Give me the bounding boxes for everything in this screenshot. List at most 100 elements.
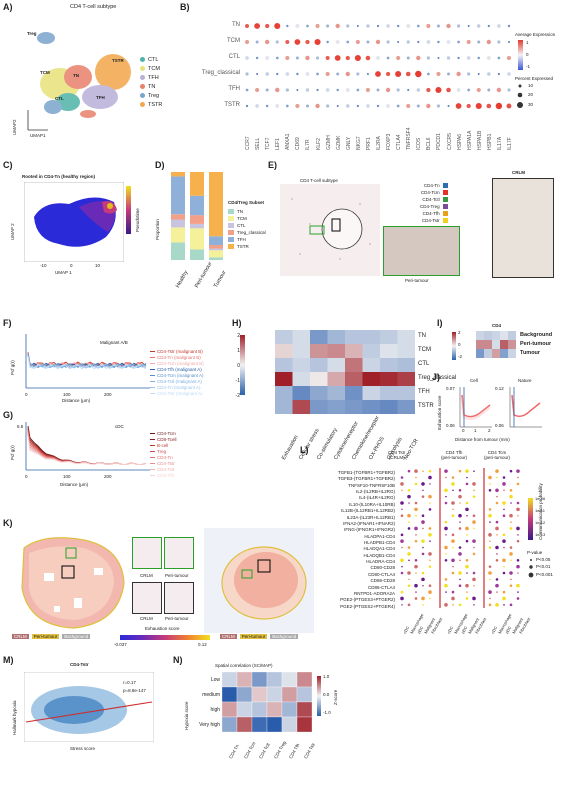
heatmap-n-cell bbox=[296, 701, 312, 718]
pct-expr-title: Percent Expressed bbox=[515, 76, 554, 81]
panel-j-sub2: Nature bbox=[518, 378, 532, 383]
legend-label: TN bbox=[237, 209, 243, 214]
k-legend-bg: Background bbox=[62, 634, 91, 639]
panel-l-dot bbox=[509, 488, 513, 492]
dotplot-dot bbox=[255, 104, 259, 108]
heatmap-h-cell bbox=[380, 358, 398, 372]
heatmap-h-cell bbox=[275, 344, 293, 358]
heatmap-n-row-label: medium bbox=[202, 691, 220, 698]
legend-item: CD4-Tn (malignant A) bbox=[150, 384, 204, 390]
umap-label-tcm: TCM bbox=[40, 70, 50, 75]
panel-g-title: cDC bbox=[115, 424, 124, 429]
heatmap-h-cbar-tick: -2 bbox=[235, 393, 240, 399]
panel-l-dot bbox=[516, 507, 520, 512]
l-prob-ticks: 1e-06 1e-11 1e-12 1e-13 bbox=[535, 496, 563, 542]
legend-swatch bbox=[442, 190, 448, 195]
dotplot-dot bbox=[416, 88, 421, 92]
dotplot-dot bbox=[264, 39, 270, 45]
stacked-bar-segment bbox=[209, 172, 223, 237]
dotplot-dot bbox=[295, 56, 299, 60]
panel-d-legend: TN TCM CTL Treg_classical TFH TSTR bbox=[228, 208, 266, 250]
legend-label: CD4-Tctl bbox=[422, 197, 440, 202]
g-xtick: 200 bbox=[104, 474, 112, 479]
panel-l-dot bbox=[495, 488, 499, 493]
panel-l-dot bbox=[444, 578, 448, 581]
umap-label-tstr: TSTR bbox=[112, 58, 124, 63]
panel-l-dot bbox=[407, 513, 411, 518]
panel-l-dot bbox=[473, 470, 475, 472]
dotplot-dot bbox=[255, 40, 259, 44]
g-xtick: 0 bbox=[25, 474, 28, 479]
legend-item: CD4-Tfh bbox=[150, 472, 177, 478]
heatmap-h-cell bbox=[327, 400, 345, 414]
dotplot-dot bbox=[305, 72, 310, 76]
k-cmax: 0.12 bbox=[198, 642, 207, 647]
panel-l-dot bbox=[451, 539, 455, 543]
panel-l-dot bbox=[452, 508, 454, 511]
panel-l-dot bbox=[407, 546, 411, 549]
heatmap-n-cell bbox=[222, 701, 238, 718]
panel-l-dot bbox=[458, 603, 462, 607]
panel-l-dot bbox=[400, 533, 404, 537]
legend-item: CD4-Tn (malignant B) bbox=[150, 354, 204, 360]
dotplot-dot bbox=[397, 41, 400, 43]
panel-l-dot bbox=[516, 539, 520, 543]
dotplot-row-label: TSTR bbox=[224, 102, 240, 108]
dotplot-dot bbox=[254, 23, 261, 29]
panel-l-dot bbox=[452, 565, 454, 568]
panel-i-label: I) bbox=[437, 318, 443, 328]
panel-l-dot bbox=[465, 564, 469, 569]
panel-g-xlabel: Distance (μm) bbox=[60, 482, 89, 487]
dotplot-dot bbox=[426, 56, 430, 60]
l-pval-title: P-value bbox=[527, 550, 543, 555]
heatmap-i-cell bbox=[492, 349, 500, 358]
heatmap-i-cell bbox=[492, 331, 500, 340]
panel-l-dot bbox=[414, 507, 418, 512]
dotplot-dot bbox=[416, 104, 420, 108]
panel-l-dot bbox=[465, 583, 469, 588]
panel-l-dot bbox=[502, 501, 506, 505]
panel-l-dot bbox=[495, 520, 499, 524]
panel-g-legend: CD4-Tcm CD8-Tcell B-cell Treg CD4-Tn CD4-Tstr… bbox=[150, 430, 177, 478]
panel-l-dot bbox=[488, 508, 492, 511]
heatmap-h-cell bbox=[362, 358, 380, 372]
dotplot-gene-label: CCR7 bbox=[245, 136, 252, 150]
dotplot-dot bbox=[245, 72, 249, 76]
dotplot-dot bbox=[275, 56, 279, 60]
panel-l-dot bbox=[458, 527, 462, 530]
heatmap-i-cell bbox=[476, 340, 484, 349]
panel-l-dot bbox=[408, 502, 410, 504]
dotplot-dot bbox=[286, 24, 289, 28]
k-zoom-label: CRLM bbox=[140, 616, 153, 621]
panel-l-dot bbox=[429, 597, 431, 600]
panel-l-dot bbox=[495, 578, 499, 581]
panel-e-crlm-zoom bbox=[492, 178, 554, 278]
stacked-bar-segment bbox=[209, 236, 223, 246]
heatmap-n-cell bbox=[296, 686, 312, 703]
i-ctick: 2 bbox=[458, 330, 461, 335]
dotplot-dot bbox=[446, 87, 451, 93]
dotplot-dot bbox=[506, 55, 512, 61]
dotplot-dot bbox=[336, 72, 340, 76]
dotplot-gene-label: FOXP3 bbox=[386, 133, 393, 150]
dotplot-gene-label: KLF2 bbox=[315, 138, 322, 150]
panel-h-colorbar bbox=[240, 335, 245, 395]
legend-label: CD4-Tctl bbox=[157, 466, 175, 472]
legend-swatch bbox=[228, 223, 234, 228]
panel-a-title: CD4 T-cell subtype bbox=[70, 4, 117, 10]
stacked-bar-segment bbox=[209, 250, 223, 258]
heatmap-h-cell bbox=[345, 330, 363, 344]
dotplot-dot bbox=[486, 103, 492, 109]
avg-tick: -1 bbox=[526, 64, 531, 69]
panel-l-dot bbox=[472, 495, 476, 498]
panel-g-ylabel: Pcf g(r) bbox=[10, 445, 15, 460]
dotplot-row-label: Treg_classical bbox=[201, 70, 240, 76]
bar-categories: Healthy Peri-tumour Tumour bbox=[165, 261, 228, 292]
panel-m-p: p=8.8e-147 bbox=[123, 688, 146, 693]
panel-l-xlabels: cDC Macrophage pDC Malignant Fibroblast cDC Ma… bbox=[396, 610, 531, 635]
dotplot-gene-label: NKG7 bbox=[355, 136, 362, 150]
panel-l-dot bbox=[516, 558, 520, 562]
dotplot-b bbox=[244, 22, 512, 110]
legend-label: TFH bbox=[148, 74, 159, 81]
panel-l-dot bbox=[516, 501, 520, 505]
